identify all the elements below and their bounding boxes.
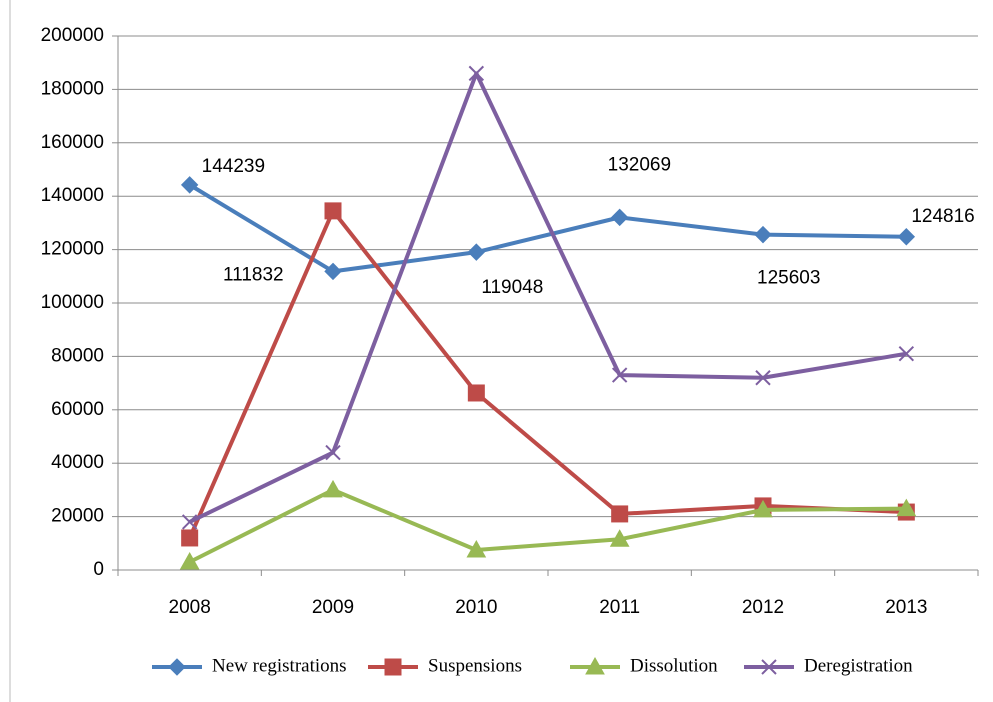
series-line [187, 208, 907, 539]
y-tick-label: 60000 [51, 399, 104, 420]
marker [585, 656, 605, 675]
marker [467, 384, 485, 402]
legend: New registrations Suspensions Dissolution D… [152, 655, 913, 676]
marker [181, 514, 198, 530]
marker [179, 551, 200, 570]
marker [181, 529, 199, 547]
marker [468, 65, 485, 82]
marker [753, 499, 773, 518]
legend-label: New registrations [212, 655, 347, 676]
marker [897, 228, 916, 246]
y-tick-label: 120000 [41, 239, 104, 260]
y-tick-label: 200000 [41, 25, 104, 46]
data-label: 111832 [223, 264, 284, 285]
marker [761, 659, 777, 675]
data-label: 124816 [911, 206, 974, 227]
marker [611, 367, 628, 383]
legend-label: Deregistration [804, 655, 913, 676]
x-tick-label: 2012 [742, 597, 784, 618]
marker [168, 658, 186, 676]
y-tick-label: 100000 [41, 292, 104, 313]
marker [611, 505, 629, 523]
series-line [188, 183, 907, 274]
marker [325, 444, 341, 461]
y-tick-label: 80000 [51, 345, 104, 366]
data-label: 119048 [481, 277, 543, 298]
data-label: 125603 [757, 268, 820, 289]
legend-label: Dissolution [630, 655, 718, 676]
marker [467, 243, 486, 261]
y-tick-label: 40000 [51, 452, 104, 473]
marker [180, 176, 199, 194]
y-tick-label: 140000 [41, 185, 104, 206]
data-label: 132069 [608, 154, 671, 175]
series-line [188, 71, 907, 524]
marker [754, 225, 772, 244]
marker [609, 529, 630, 547]
marker [896, 498, 917, 517]
data-label: 144239 [202, 156, 265, 177]
x-tick-label: 2011 [599, 597, 640, 618]
x-tick-label: 2010 [455, 597, 497, 618]
marker [384, 658, 402, 676]
marker [466, 539, 487, 558]
legend-label: Suspensions [428, 655, 522, 676]
y-tick-label: 180000 [41, 78, 104, 99]
x-tick-label: 2013 [885, 597, 927, 618]
series-line [188, 487, 907, 564]
marker [323, 479, 343, 498]
marker [324, 262, 342, 281]
y-tick-label: 160000 [41, 132, 104, 153]
x-tick-label: 2008 [169, 597, 211, 618]
x-tick-label: 2009 [312, 597, 354, 618]
marker [898, 346, 915, 362]
marker [755, 370, 771, 386]
y-tick-label: 20000 [51, 506, 104, 527]
marker [324, 202, 342, 220]
y-tick-label: 0 [93, 559, 104, 580]
marker [610, 208, 629, 227]
